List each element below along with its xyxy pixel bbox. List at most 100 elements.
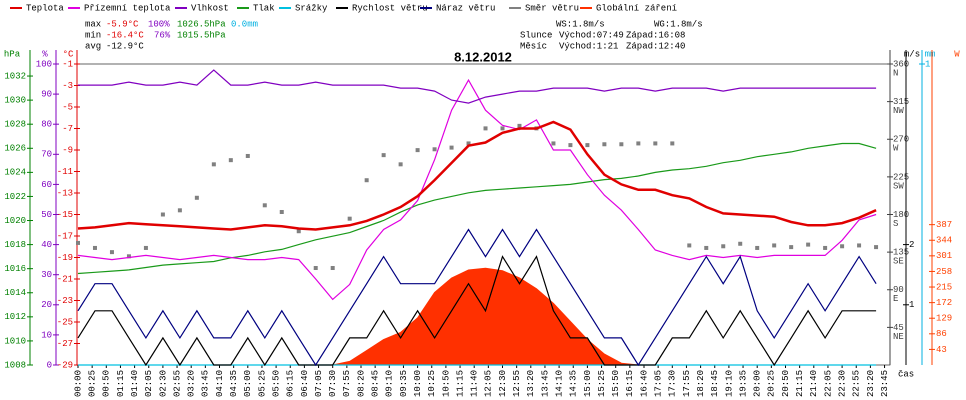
y-tick-label: -13	[57, 188, 73, 198]
x-tick-label: 17:05	[654, 370, 664, 397]
direction-point	[738, 241, 743, 246]
info: WS:1.8m/s WG:1.8m/s Slunce Východ:07:49 …	[520, 19, 703, 51]
y-tick-label: 43	[936, 345, 947, 355]
x-tick-label: 00:25	[88, 370, 98, 397]
direction-point	[840, 244, 845, 249]
stat: 100%	[148, 19, 170, 29]
direction-point	[636, 141, 641, 146]
compass-label: SW	[893, 181, 904, 191]
x-tick-label: 21:40	[809, 370, 819, 397]
direction-point	[449, 145, 454, 150]
compass-label: SE	[893, 257, 904, 267]
legend-label: Tlak	[253, 3, 275, 13]
direction-point	[160, 212, 165, 217]
y-tick-label: -23	[57, 296, 73, 306]
y-tick-label: 1020	[4, 216, 26, 226]
axis-title: m/s	[904, 49, 920, 59]
y-tick-label: 135	[893, 248, 909, 258]
x-tick-label: 16:15	[625, 370, 635, 397]
direction-point	[381, 153, 386, 158]
direction-point	[296, 229, 301, 234]
direction-point	[415, 148, 420, 153]
info-text: WG:1.8m/s	[654, 19, 703, 29]
x-tick-label: 23:20	[866, 370, 876, 397]
stat: -12.9°C	[106, 41, 144, 51]
y-tick-label: -11	[57, 167, 73, 177]
series-line	[77, 255, 877, 367]
direction-point	[194, 195, 199, 200]
x-tick-label: 10:50	[441, 370, 451, 397]
legend-label: Srážky	[295, 3, 328, 13]
x-tick-label: 19:35	[738, 370, 748, 397]
x-tick-label: 17:55	[682, 370, 692, 397]
direction-point	[347, 216, 352, 221]
y-tick-label: -5	[62, 102, 73, 112]
info-text: Východ:07:49	[559, 30, 624, 40]
y-tick-label: -27	[57, 339, 73, 349]
direction-point	[228, 158, 233, 163]
x-tick-label: 20:25	[767, 370, 777, 397]
y-tick-label: 20	[41, 300, 52, 310]
x-tick-label: 12:05	[484, 370, 494, 397]
x-tick-label: 22:55	[852, 370, 862, 397]
x-tick-label: 02:05	[144, 370, 154, 397]
y-tick-label: -29	[57, 360, 73, 370]
x-tick-label: 01:15	[116, 370, 126, 397]
direction-point	[76, 240, 80, 245]
direction-point	[364, 178, 369, 183]
x-tick-label: 03:45	[201, 370, 211, 397]
legend-label: Náraz větru	[436, 3, 495, 13]
legend-label: Teplota	[26, 3, 64, 13]
x-tick-label: 09:10	[385, 370, 395, 397]
direction-point	[92, 245, 97, 250]
y-tick-label: 40	[41, 240, 52, 250]
x-tick-label: 20:00	[753, 370, 763, 397]
x-tick-label: 07:30	[328, 370, 338, 397]
x-tick-label: 14:10	[554, 370, 564, 397]
stat: max	[85, 19, 101, 29]
x-tick-label: 04:10	[215, 370, 225, 397]
x-tick-label: 22:30	[837, 370, 847, 397]
y-tick-label: 1028	[4, 120, 26, 130]
direction-point	[109, 250, 114, 255]
y-tick-label: 10	[41, 330, 52, 340]
axis-title: %	[42, 49, 48, 59]
series-line	[77, 142, 877, 275]
x-tick-label: 10:00	[413, 370, 423, 397]
y-tick-label: 172	[936, 298, 952, 308]
y-tick-label: 129	[936, 314, 952, 324]
direction-point	[177, 208, 182, 213]
direction-point	[262, 203, 267, 208]
compass-label: E	[893, 294, 898, 304]
x-tick-label: 07:05	[314, 370, 324, 397]
x-tick-label: 11:40	[470, 370, 480, 397]
y-tick-label: 70	[41, 150, 52, 160]
y-tick-label: 2	[909, 240, 914, 250]
axis-title: hPa	[4, 49, 21, 59]
y-tick-label: 30	[41, 270, 52, 280]
y-tick-label: 1010	[4, 336, 26, 346]
y-tick-label: 1022	[4, 192, 26, 202]
stat: min	[85, 30, 101, 40]
info-text: Slunce	[520, 30, 552, 40]
info-text: Západ:12:40	[626, 41, 685, 51]
x-tick-label: 02:30	[158, 370, 168, 397]
y-tick-label: -17	[57, 231, 73, 241]
x-tick-label: 15:25	[597, 370, 607, 397]
radiation-area	[78, 267, 877, 366]
x-tick-label: 02:55	[172, 370, 182, 397]
axis-title: W	[954, 49, 960, 59]
direction-point	[721, 244, 726, 249]
info-text: Východ:1:21	[559, 41, 618, 51]
direction-point	[330, 266, 335, 271]
x-tick-label: 12:55	[512, 370, 522, 397]
y-tick-label: -15	[57, 210, 73, 220]
direction-point	[245, 153, 250, 158]
y-tick-label: 1030	[4, 95, 26, 105]
x-tick-label: 00:50	[102, 370, 112, 397]
legend-label: Globální záření	[596, 3, 677, 13]
axis-title: °C	[63, 49, 74, 59]
y-tick-label: 1	[925, 59, 930, 69]
series-line	[77, 78, 877, 301]
